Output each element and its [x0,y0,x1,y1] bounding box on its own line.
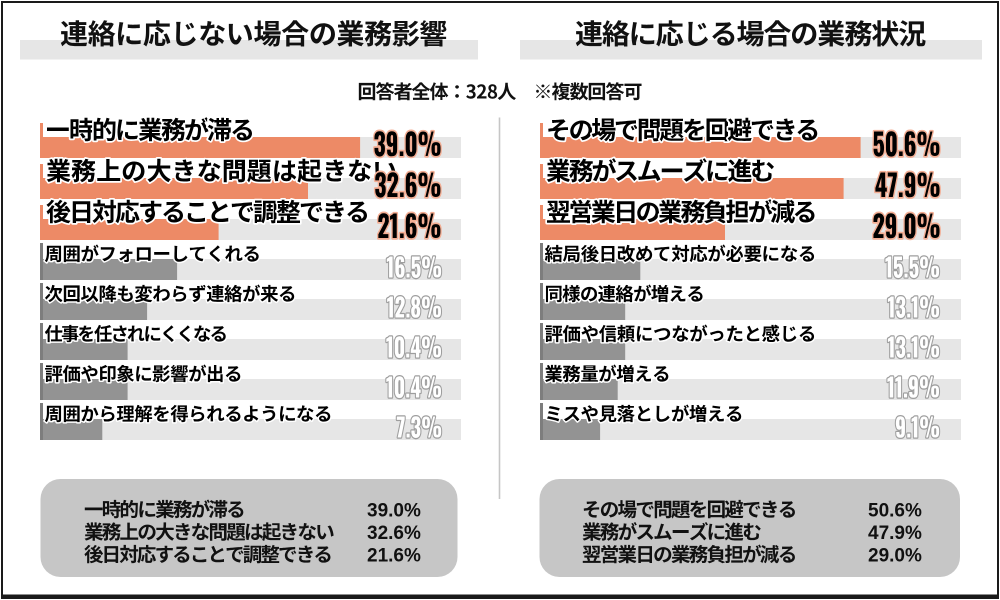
svg-text:47.9%: 47.9% [868,523,922,544]
svg-text:32.6%: 32.6% [367,523,421,544]
svg-text:50.6%: 50.6% [868,501,922,522]
svg-text:39.0%: 39.0% [367,501,421,522]
svg-text:29.0%: 29.0% [868,546,922,567]
svg-text:21.6%: 21.6% [367,546,421,567]
